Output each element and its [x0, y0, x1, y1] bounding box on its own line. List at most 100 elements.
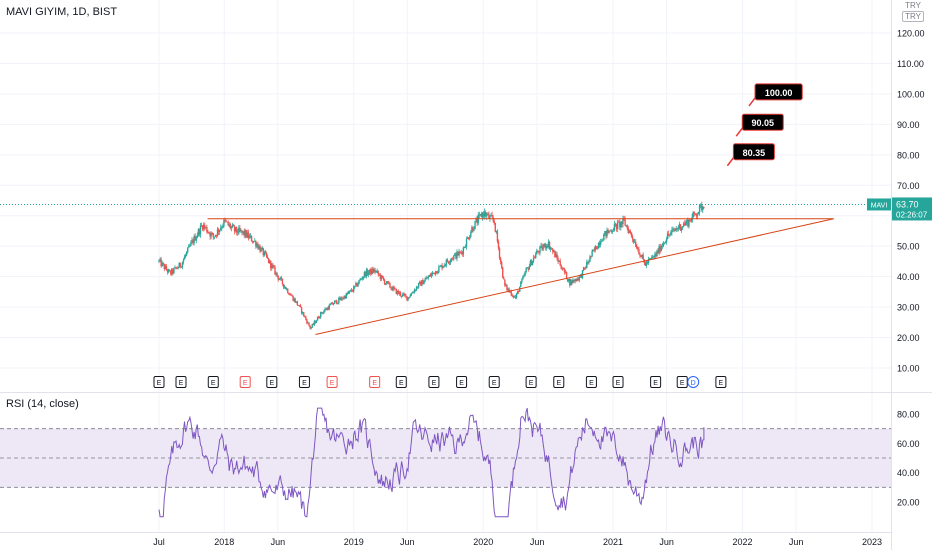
candle-body — [544, 244, 546, 249]
earnings-icon — [153, 376, 165, 388]
candle-body — [508, 288, 510, 292]
candle-body — [476, 219, 478, 224]
candle-body — [613, 224, 616, 231]
currency-top-label: TRY — [905, 1, 921, 10]
symbol-badge-text: MAVI — [871, 202, 888, 209]
candle-body — [417, 283, 420, 288]
candle-body — [676, 228, 678, 230]
candle-body — [261, 248, 263, 249]
candle-body — [485, 211, 487, 217]
candle-body — [470, 232, 472, 237]
price-badge-countdown: 02:26:07 — [896, 210, 928, 219]
candle-body — [642, 254, 644, 260]
candle-body — [548, 241, 551, 250]
candle-body — [180, 266, 183, 268]
candle-body — [614, 223, 617, 225]
candle-body — [486, 214, 488, 217]
candle-body — [388, 282, 390, 284]
candle-body — [286, 288, 288, 290]
candle-body — [189, 245, 191, 247]
candle-body — [665, 239, 668, 243]
candle-body — [653, 256, 655, 258]
candle-body — [307, 322, 309, 324]
candle-body — [674, 230, 676, 231]
earnings-letter: E — [719, 380, 724, 387]
candle-body — [271, 264, 273, 269]
candle-body — [409, 295, 411, 298]
candle-body — [326, 307, 328, 310]
candle-body — [592, 249, 594, 252]
time-tick-label: 2019 — [344, 537, 364, 547]
candle-body — [160, 259, 162, 266]
candle-body — [656, 250, 658, 257]
candle-body — [662, 243, 665, 246]
candle-body — [178, 262, 180, 268]
candle-body — [450, 258, 453, 261]
candle-body — [558, 260, 560, 262]
candle-body — [342, 298, 344, 300]
target-label: 100.00 — [748, 83, 803, 107]
time-tick-label: Jun — [530, 537, 545, 547]
candle-body — [188, 245, 190, 248]
candle-body — [610, 230, 612, 232]
candle-body — [341, 297, 343, 300]
candle-body — [175, 267, 177, 269]
candle-body — [609, 230, 611, 232]
candle-body — [686, 219, 688, 223]
candle-body — [381, 275, 384, 278]
candle-body — [168, 269, 171, 272]
candle-body — [291, 295, 293, 297]
candle-body — [698, 205, 701, 213]
candle-body — [411, 292, 413, 294]
candle-body — [182, 259, 185, 263]
candle-body — [560, 265, 562, 269]
rsi-tick-label: 40.00 — [897, 468, 920, 478]
candle-body — [424, 279, 426, 282]
candle-body — [386, 281, 388, 284]
time-tick-label: 2022 — [733, 537, 753, 547]
event-marker: E — [369, 376, 381, 388]
candle-body — [699, 204, 702, 206]
candle-body — [416, 286, 419, 288]
earnings-icon — [266, 376, 278, 388]
event-marker: E — [650, 376, 662, 388]
candle-body — [690, 220, 692, 222]
candle-body — [695, 214, 698, 217]
candle-body — [275, 272, 277, 275]
price-badge — [892, 197, 932, 221]
candle-body — [607, 229, 609, 233]
candle-body — [493, 220, 495, 223]
candle-body — [565, 271, 568, 280]
candle-body — [489, 215, 491, 219]
candle-body — [181, 262, 184, 268]
earnings-letter: E — [529, 380, 534, 387]
target-text: 100.00 — [765, 88, 793, 98]
rsi-pane[interactable] — [0, 407, 891, 518]
candle-body — [446, 259, 449, 262]
candle-body — [260, 248, 262, 252]
candle-body — [431, 272, 434, 275]
candle-body — [366, 269, 369, 275]
candle-body — [543, 244, 545, 247]
candle-body — [524, 271, 526, 276]
candle-body — [278, 279, 280, 281]
candle-body — [627, 228, 630, 233]
candle-body — [660, 246, 662, 252]
price-tick-label: 70.00 — [897, 181, 920, 191]
earnings-letter: E — [330, 380, 335, 387]
candle-body — [449, 260, 452, 263]
event-marker: E — [266, 376, 278, 388]
candle-body — [363, 272, 366, 277]
candle-body — [678, 224, 681, 229]
candle-body — [323, 310, 325, 313]
currency-tag[interactable]: TRY TRY — [902, 1, 924, 22]
candle-body — [672, 228, 674, 230]
candle-body — [172, 269, 174, 273]
candle-body — [434, 271, 437, 275]
candle-body — [462, 247, 465, 255]
candle-body — [217, 229, 220, 233]
candle-body — [641, 254, 643, 257]
candle-body — [162, 262, 164, 265]
